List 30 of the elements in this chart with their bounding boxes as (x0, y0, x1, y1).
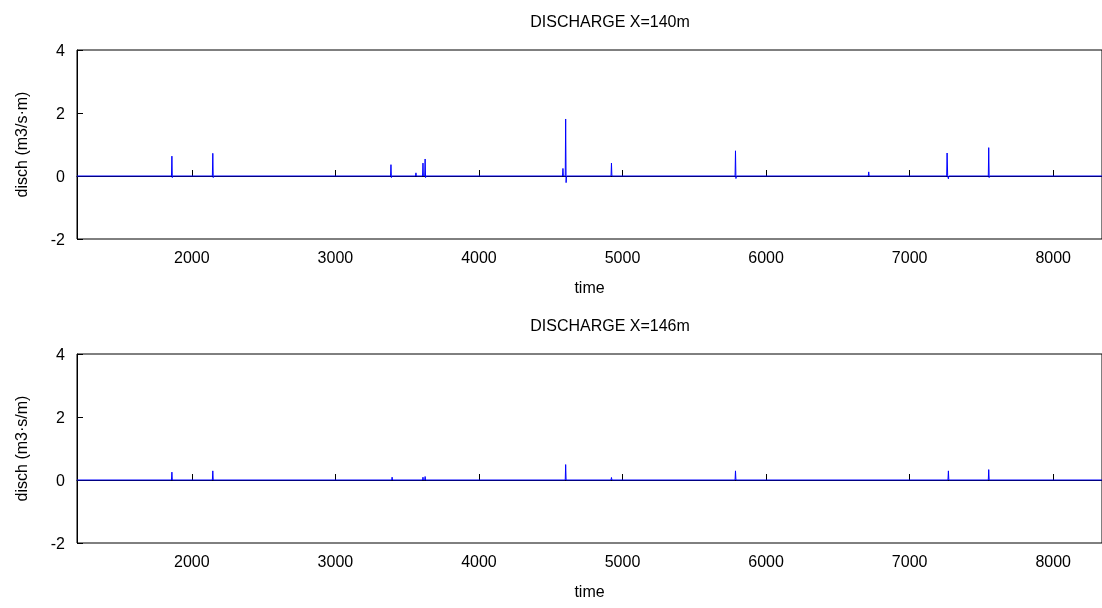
y-tick-label: 2 (56, 408, 66, 426)
y-axis-title: disch (m3/s·m) (12, 91, 30, 198)
x-tick-label: 5000 (604, 248, 641, 266)
line-series (76, 118, 1102, 184)
y-tick-label: 4 (56, 345, 66, 363)
x-tick-label: 4000 (461, 248, 497, 266)
chart-title: DISCHARGE X=140m (530, 12, 690, 30)
y-tick-label: 2 (56, 104, 66, 122)
x-tick-label: 8000 (1035, 552, 1072, 570)
x-tick-label: 8000 (1035, 248, 1072, 266)
x-tick-label: 7000 (891, 552, 928, 570)
y-axis-title: disch (m3·s/m) (12, 395, 30, 502)
x-tick-label: 6000 (748, 552, 784, 570)
x-tick-label: 3000 (317, 248, 354, 266)
x-axis-title: time (574, 278, 605, 296)
x-tick-label: 6000 (748, 248, 784, 266)
x-tick-label: 2000 (174, 552, 210, 570)
y-tick-label: 0 (56, 167, 66, 185)
x-tick-label: 3000 (317, 552, 354, 570)
line-series (76, 464, 1102, 481)
y-tick-label: -2 (50, 230, 66, 248)
x-axis-title: time (574, 582, 605, 600)
x-tick-label: 4000 (461, 552, 497, 570)
y-tick-label: 0 (56, 471, 66, 489)
x-tick-label: 5000 (604, 552, 641, 570)
y-tick-label: 4 (56, 41, 66, 59)
x-tick-label: 2000 (174, 248, 210, 266)
chart-title: DISCHARGE X=146m (530, 316, 690, 334)
y-tick-label: -2 (50, 534, 66, 552)
x-tick-label: 7000 (891, 248, 928, 266)
